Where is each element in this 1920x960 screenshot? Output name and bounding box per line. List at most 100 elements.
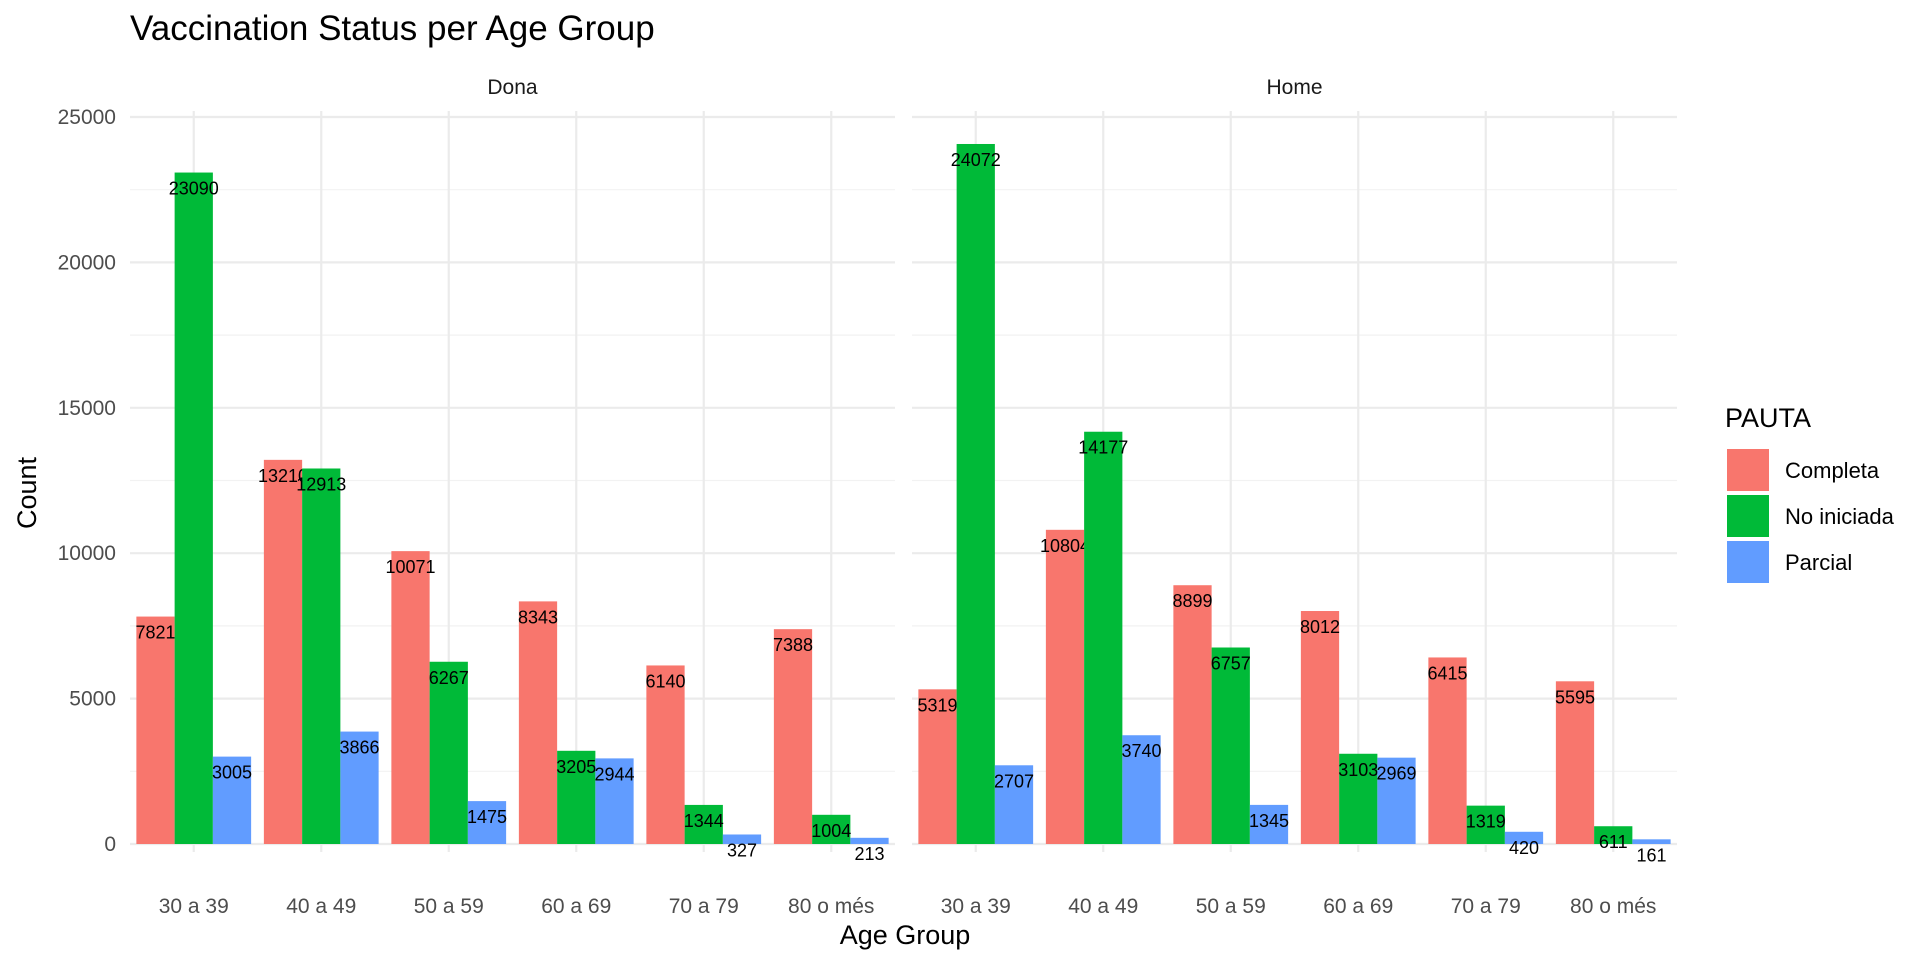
bar-value-label: 3740 (1121, 741, 1161, 761)
bar-value-label: 6757 (1211, 654, 1251, 674)
y-tick-label: 5000 (69, 688, 116, 711)
x-tick-label: 60 a 69 (1323, 895, 1393, 918)
legend-key (1727, 449, 1769, 491)
bar-completa (1045, 529, 1085, 844)
facet-strip-label: Dona (487, 76, 538, 99)
x-tick-label: 40 a 49 (1068, 895, 1138, 918)
legend-label: Parcial (1785, 550, 1852, 575)
bar-value-label: 3866 (339, 738, 379, 758)
bar-no-iniciada (1339, 753, 1378, 844)
bar-value-label: 213 (854, 844, 884, 864)
x-tick-label: 80 o més (1570, 895, 1656, 918)
bar-value-label: 23090 (169, 179, 219, 199)
bar-no-iniciada (812, 814, 851, 844)
bar-parcial (340, 731, 379, 844)
y-tick-label: 25000 (58, 106, 116, 129)
bar-value-label: 13210 (258, 466, 308, 486)
bar-value-label: 10804 (1040, 536, 1090, 556)
bar-value-label: 1319 (1466, 812, 1506, 832)
legend-label: No iniciada (1785, 504, 1895, 529)
legend: PAUTA Completa No iniciada Parcial (1725, 403, 1895, 583)
bar-completa (918, 689, 957, 844)
bar-parcial (1122, 735, 1161, 844)
bar-no-iniciada (956, 143, 995, 845)
bar-parcial (1249, 804, 1289, 844)
bar-no-iniciada (302, 468, 341, 844)
bar-completa (136, 616, 175, 844)
chart-panels: Dona 0 5000 10000 15000 20000 25000 30 a 39 40 a… (58, 76, 1677, 918)
legend-key (1727, 541, 1769, 583)
bar-completa (773, 629, 813, 844)
bar-no-iniciada (684, 804, 723, 844)
bar-no-iniciada (429, 661, 468, 844)
bar-completa (646, 665, 685, 844)
bar-value-label: 8343 (518, 607, 558, 627)
bar-value-label: 6415 (1427, 663, 1467, 683)
bar-no-iniciada (557, 750, 596, 844)
bar-value-label: 14177 (1078, 438, 1128, 458)
bar-parcial (212, 756, 252, 844)
bar-completa (1173, 585, 1212, 844)
bar-parcial (850, 837, 889, 844)
bar-value-label: 7821 (135, 623, 175, 643)
bar-value-label: 161 (1636, 845, 1666, 865)
y-tick-label: 0 (104, 833, 116, 856)
bar-parcial (722, 834, 762, 844)
bar-value-label: 1004 (811, 821, 851, 841)
x-tick-label: 30 a 39 (941, 895, 1011, 918)
legend-key (1727, 495, 1769, 537)
bar-value-label: 3205 (556, 757, 596, 777)
bar-value-label: 24072 (951, 150, 1001, 170)
x-axis-title: Age Group (840, 920, 971, 950)
y-tick-label: 10000 (58, 542, 116, 565)
bar-parcial (1632, 839, 1671, 844)
y-tick-label: 20000 (58, 251, 116, 274)
bar-no-iniciada (1466, 805, 1505, 844)
bar-value-label: 2969 (1376, 764, 1416, 784)
bar-value-label: 420 (1509, 838, 1539, 858)
legend-label: Completa (1785, 458, 1880, 483)
x-tick-label: 40 a 49 (286, 895, 356, 918)
x-tick-label: 30 a 39 (159, 895, 229, 918)
x-tick-label: 80 o més (788, 895, 874, 918)
bar-value-label: 10071 (385, 557, 435, 577)
bar-value-label: 1475 (467, 807, 507, 827)
bar-parcial (595, 758, 634, 844)
bar-no-iniciada (174, 172, 213, 845)
y-tick-label: 15000 (58, 397, 116, 420)
bar-completa (1300, 611, 1340, 844)
chart-title: Vaccination Status per Age Group (130, 9, 655, 48)
bar-completa (391, 551, 430, 844)
bar-value-label: 1345 (1249, 811, 1289, 831)
bar-completa (263, 459, 303, 844)
bar-parcial (1377, 757, 1416, 844)
bar-value-label: 5319 (917, 695, 957, 715)
bar-value-label: 2707 (994, 771, 1034, 791)
bar-completa (1555, 681, 1595, 844)
bar-value-label: 12913 (296, 474, 346, 494)
bar-no-iniciada (1084, 431, 1123, 844)
x-tick-label: 50 a 59 (1196, 895, 1266, 918)
bar-parcial (994, 765, 1034, 844)
bar-value-label: 8899 (1172, 591, 1212, 611)
legend-title: PAUTA (1725, 403, 1811, 433)
bar-parcial (1504, 831, 1544, 844)
bar-value-label: 3103 (1338, 760, 1378, 780)
y-axis-title: Count (12, 456, 42, 529)
bar-completa (1428, 657, 1467, 844)
bar-no-iniciada (1594, 826, 1633, 844)
bar-value-label: 327 (727, 840, 757, 860)
bar-value-label: 7388 (773, 635, 813, 655)
bar-value-label: 1344 (684, 811, 724, 831)
x-tick-label: 70 a 79 (1451, 895, 1521, 918)
bar-value-label: 8012 (1300, 617, 1340, 637)
panel-dona: Dona 0 5000 10000 15000 20000 25000 30 a 39 40 a… (58, 76, 895, 918)
bar-value-label: 3005 (212, 763, 252, 783)
panel-home: Home 30 a 39 40 a 49 50 a 59 60 a 69 70 a 79 8… (912, 76, 1677, 918)
bar-value-label: 5595 (1555, 687, 1595, 707)
bar-no-iniciada (1211, 647, 1250, 844)
bar-completa (518, 601, 558, 844)
bar-parcial (467, 801, 507, 844)
x-tick-label: 70 a 79 (669, 895, 739, 918)
